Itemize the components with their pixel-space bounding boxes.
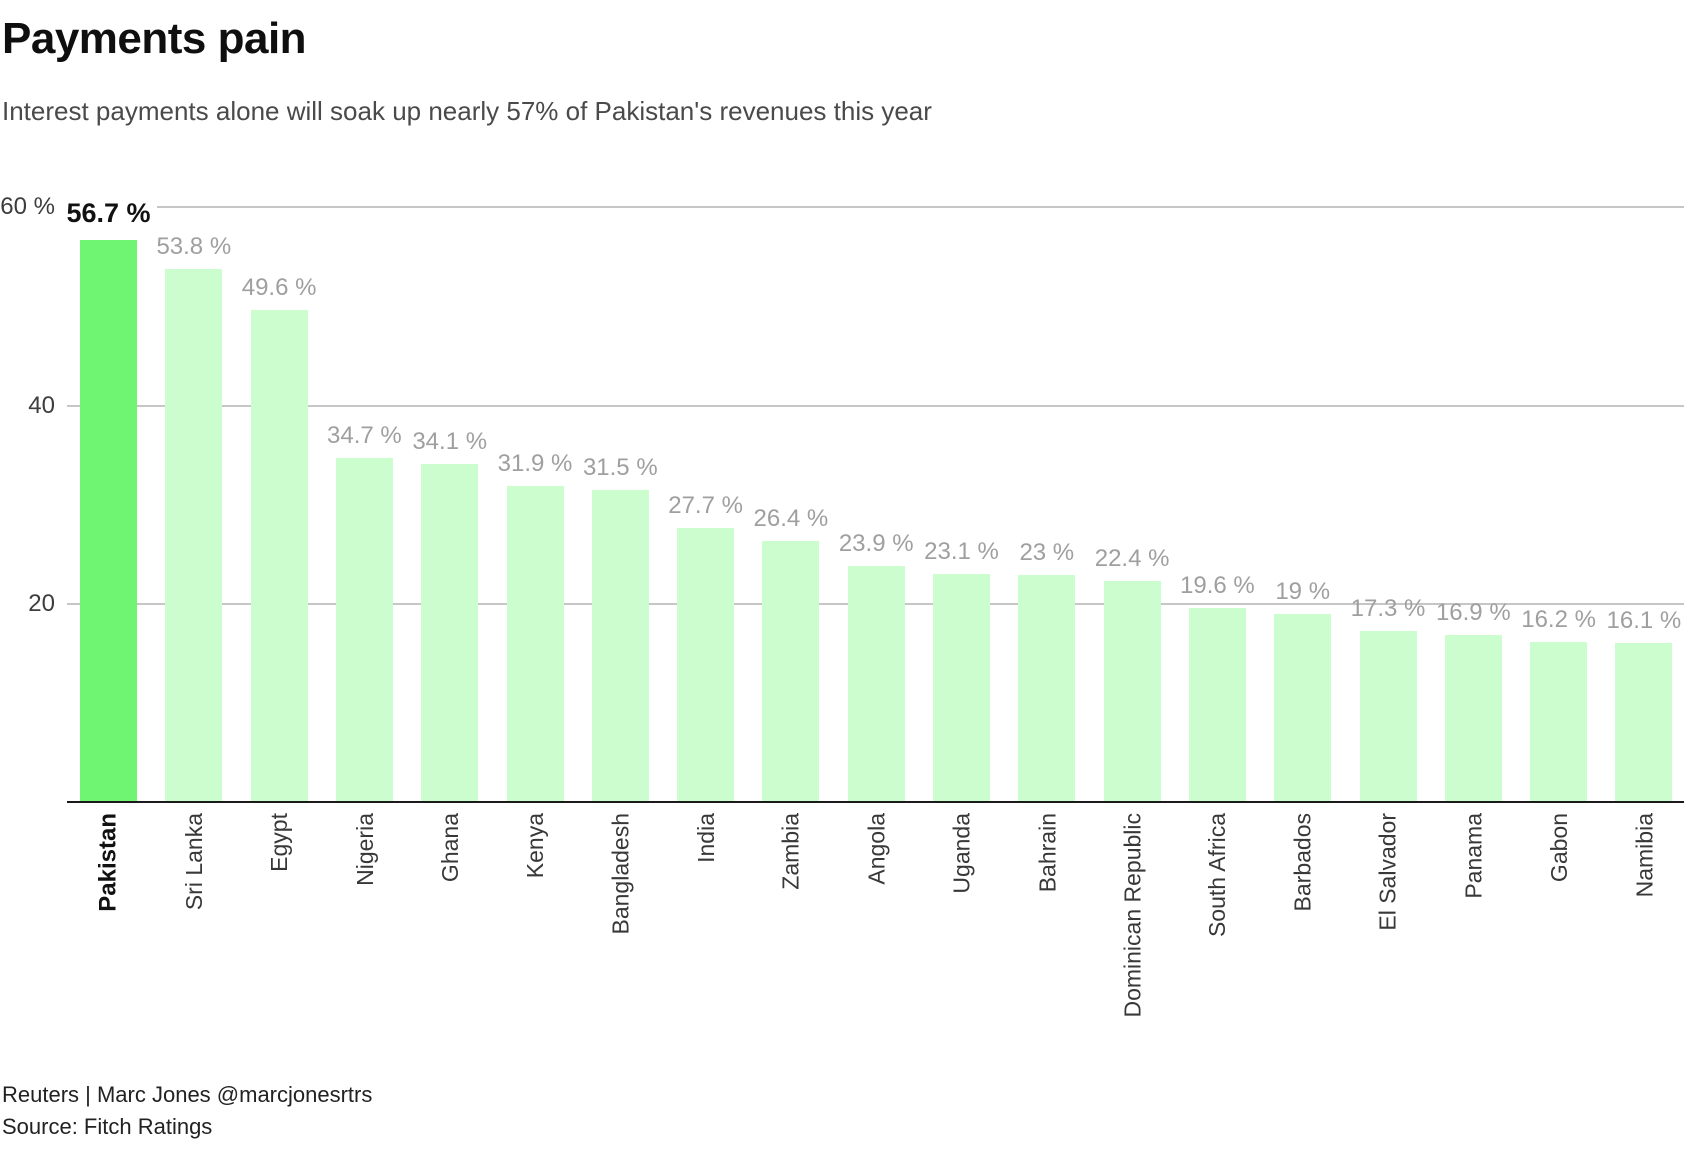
bar-value-text: 34.7 % bbox=[327, 422, 402, 450]
bar-bahrain bbox=[1018, 574, 1076, 803]
bar-value-text: 16.9 % bbox=[1435, 599, 1511, 627]
x-axis-category-text: Gabon bbox=[1545, 813, 1572, 883]
bar-value-text: 23 % bbox=[1019, 538, 1075, 566]
bar-panama bbox=[1444, 635, 1502, 803]
bar-dominican-republic bbox=[1103, 580, 1161, 803]
x-axis-category-text: Sri Lanka bbox=[180, 813, 207, 911]
x-axis-category-text: Zambia bbox=[777, 813, 804, 890]
bar-uganda bbox=[933, 573, 990, 803]
x-axis-category-text: El Salvador bbox=[1375, 813, 1401, 931]
x-axis-category-text: Egypt bbox=[266, 813, 293, 872]
bar-el-salvador bbox=[1359, 631, 1417, 803]
x-axis-category-text: Bahrain bbox=[1033, 813, 1060, 893]
y-axis-tick-label: 20 bbox=[28, 590, 55, 618]
x-axis-labels: Pakistan Sri Lanka Egypt Nigeria Ghana Kenya B… bbox=[0, 813, 1684, 1093]
y-axis-tick-label: 60 % bbox=[0, 193, 55, 220]
bar-value-text: 26.4 % bbox=[753, 504, 829, 532]
bar-bangladesh bbox=[591, 490, 649, 803]
gridline-40 bbox=[67, 404, 1684, 407]
bar-value-text: 19 % bbox=[1275, 578, 1331, 606]
bar-value-text: 22.4 % bbox=[1094, 544, 1170, 572]
y-axis-tick-label: 40 bbox=[28, 391, 55, 419]
bar-value-text: 16.2 % bbox=[1521, 606, 1596, 634]
bar-value-text: 16.1 % bbox=[1606, 607, 1682, 635]
x-axis-category-text: Panama bbox=[1460, 813, 1487, 899]
x-axis-category-text: India bbox=[692, 813, 719, 863]
x-axis-category-text: Kenya bbox=[522, 813, 548, 879]
bar-sri-lanka bbox=[165, 268, 223, 803]
bar-kenya bbox=[506, 486, 564, 803]
bar-value-text: 19.6 % bbox=[1180, 572, 1255, 600]
bar-value-text: 53.8 % bbox=[156, 232, 232, 260]
bar-value-text: 31.9 % bbox=[497, 450, 573, 478]
bar-ghana bbox=[421, 464, 479, 803]
x-axis-category-text: Barbados bbox=[1289, 813, 1316, 912]
bar-chart-plot-area: 60 % 40 20 56.7 % 53.8 % 49.6 % 34.7 % 34.1 % 31… bbox=[0, 193, 1684, 803]
bar-value-text: 49.6 % bbox=[241, 274, 317, 302]
x-axis-category-text: Bangladesh bbox=[607, 813, 634, 935]
bar-value-text: 27.7 % bbox=[668, 491, 743, 519]
x-axis-category-text: Pakistan bbox=[94, 813, 122, 912]
x-axis-category-text: Ghana bbox=[436, 813, 463, 883]
x-axis-category-text: Uganda bbox=[948, 813, 975, 894]
footer-credit: Reuters | Marc Jones @marcjonesrtrs bbox=[2, 1082, 373, 1107]
bar-namibia bbox=[1615, 643, 1673, 803]
x-axis-line bbox=[67, 801, 1684, 803]
bar-angola bbox=[847, 565, 905, 803]
footer-source: Source: Fitch Ratings bbox=[2, 1114, 213, 1139]
bar-egypt bbox=[250, 310, 308, 803]
bar-barbados bbox=[1274, 614, 1332, 803]
chart-title: Payments pain bbox=[2, 14, 307, 63]
chart-subtitle: Interest payments alone will soak up nea… bbox=[2, 96, 932, 126]
bar-india bbox=[677, 527, 735, 803]
bar-pakistan bbox=[80, 239, 137, 803]
x-axis-category-text: Nigeria bbox=[351, 813, 378, 886]
bar-value-text: 31.5 % bbox=[582, 454, 658, 482]
bar-value-text: 23.9 % bbox=[838, 529, 914, 557]
bar-nigeria bbox=[335, 458, 393, 803]
bar-south-africa bbox=[1188, 608, 1246, 803]
x-axis-category-text: Dominican Republic bbox=[1119, 813, 1146, 1018]
bar-value-text: 34.1 % bbox=[412, 428, 488, 456]
bar-value-text: 17.3 % bbox=[1350, 595, 1426, 623]
gridline-60 bbox=[67, 206, 1684, 208]
x-axis-category-text: South Africa bbox=[1204, 813, 1231, 938]
x-axis-category-text: Angola bbox=[863, 813, 890, 885]
x-axis-category-text: Namibia bbox=[1630, 813, 1657, 898]
bar-value-text: 23.1 % bbox=[924, 537, 999, 565]
bar-gabon bbox=[1530, 642, 1588, 803]
bar-value-text: 56.7 % bbox=[60, 195, 157, 230]
bar-zambia bbox=[762, 540, 820, 803]
